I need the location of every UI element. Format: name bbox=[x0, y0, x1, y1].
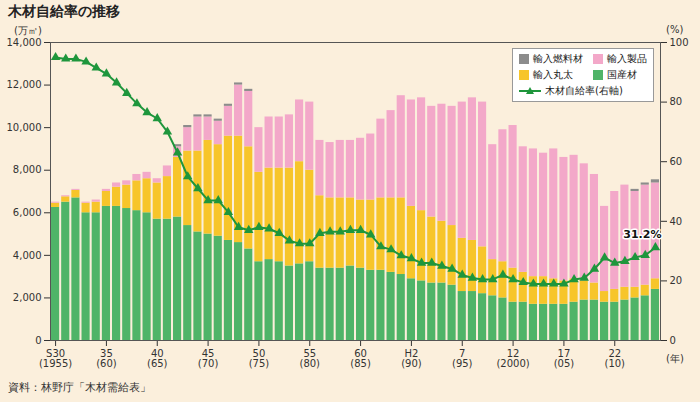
svg-text:8,000: 8,000 bbox=[13, 164, 42, 175]
html-text:輸入燃料材: 輸入燃料材 bbox=[533, 53, 583, 64]
svg-text:12,000: 12,000 bbox=[7, 79, 42, 90]
html-text:国産材: 国産材 bbox=[607, 69, 637, 80]
html-text:資料：林野庁「木材需給表」: 資料：林野庁「木材需給表」 bbox=[8, 381, 151, 394]
svg-text:50(75): 50(75) bbox=[249, 348, 270, 369]
html-text:(万㎥): (万㎥) bbox=[14, 25, 42, 36]
html-text:(年): (年) bbox=[666, 353, 684, 364]
svg-text:20: 20 bbox=[670, 275, 683, 286]
svg-text:80: 80 bbox=[670, 96, 683, 107]
svg-text:7(95): 7(95) bbox=[452, 348, 473, 369]
svg-text:6,000: 6,000 bbox=[13, 207, 42, 218]
html-text:木材自給率の推移: 木材自給率の推移 bbox=[8, 3, 120, 19]
svg-text:40(65): 40(65) bbox=[147, 348, 168, 369]
svg-text:100: 100 bbox=[670, 37, 689, 48]
svg-text:45(70): 45(70) bbox=[198, 348, 219, 369]
html-text:輸入製品: 輸入製品 bbox=[607, 53, 647, 64]
svg-text:H2(90): H2(90) bbox=[401, 348, 422, 369]
html-text:木材自給率(右軸): 木材自給率(右軸) bbox=[545, 85, 623, 96]
svg-text:4,000: 4,000 bbox=[13, 250, 42, 261]
svg-text:60: 60 bbox=[670, 156, 683, 167]
svg-text:2,000: 2,000 bbox=[13, 292, 42, 303]
html-text:輸入丸太: 輸入丸太 bbox=[533, 69, 573, 80]
svg-text:S30(1955): S30(1955) bbox=[39, 348, 72, 369]
svg-text:31.2%: 31.2% bbox=[623, 228, 661, 241]
svg-text:10,000: 10,000 bbox=[7, 122, 42, 133]
svg-text:14,000: 14,000 bbox=[7, 37, 42, 48]
svg-text:22(10): 22(10) bbox=[604, 348, 625, 369]
svg-text:0: 0 bbox=[35, 335, 41, 346]
svg-text:17(05): 17(05) bbox=[554, 348, 575, 369]
svg-text:12(2000): 12(2000) bbox=[496, 348, 529, 369]
svg-text:60(85): 60(85) bbox=[350, 348, 371, 369]
svg-text:35(60): 35(60) bbox=[96, 348, 117, 369]
svg-text:0: 0 bbox=[670, 335, 676, 346]
svg-text:55(80): 55(80) bbox=[299, 348, 320, 369]
svg-text:40: 40 bbox=[670, 216, 683, 227]
